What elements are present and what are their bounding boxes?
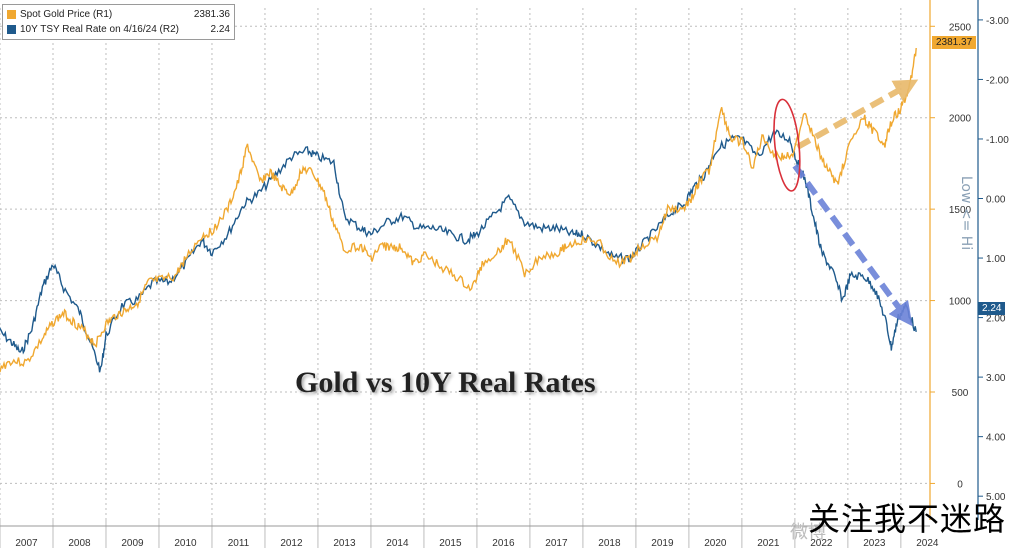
- chart-title: Gold vs 10Y Real Rates: [295, 366, 596, 399]
- legend-item-real-rate: 10Y TSY Real Rate on 4/16/24 (R2) 2.24: [7, 22, 230, 37]
- x-tick-label: 2009: [121, 538, 144, 549]
- left-axis-tick-label: 1500: [949, 205, 972, 216]
- gold-trend-arrow: [796, 79, 919, 150]
- gold-swatch: [7, 10, 16, 19]
- left-axis: 2500 2000 1500 1000 500 0: [929, 0, 972, 520]
- real-rate-trend-arrow: [792, 163, 913, 327]
- legend-real-rate-value: 2.24: [210, 24, 230, 35]
- x-tick-label: 2020: [704, 538, 727, 549]
- gold-last-value-badge: 2381.37: [932, 36, 977, 49]
- right-axis-tick-label: 0.00: [986, 195, 1006, 206]
- gridlines: [0, 8, 930, 520]
- watermark-text: 关注我不迷路: [808, 500, 1007, 538]
- legend: Spot Gold Price (R1) 2381.36 10Y TSY Rea…: [2, 4, 235, 40]
- right-axis: -3.00 -2.00 -1.00 0.00 1.00 2.00 3.00 4.00 5.00: [977, 0, 1009, 520]
- x-tick-label: 2016: [492, 538, 515, 549]
- x-tick-label: 2010: [174, 538, 197, 549]
- highlight-ellipse: [773, 98, 801, 192]
- real-rate-last-value-badge: 2.24: [978, 302, 1006, 315]
- x-tick-label: 2023: [863, 538, 886, 549]
- right-axis-tick-label: -1.00: [986, 135, 1009, 146]
- legend-item-gold: Spot Gold Price (R1) 2381.36: [7, 7, 230, 22]
- left-axis-tick-label: 0: [957, 479, 963, 490]
- x-tick-label: 2007: [15, 538, 38, 549]
- right-axis-tick-label: -2.00: [986, 75, 1009, 86]
- left-axis-tick-label: 1000: [949, 297, 972, 308]
- annotation-layer: [773, 79, 919, 327]
- x-tick-label: 2011: [228, 538, 250, 549]
- x-tick-label: 2008: [68, 538, 91, 549]
- legend-gold-name: Spot Gold Price (R1): [20, 9, 113, 20]
- x-tick-label: 2015: [439, 538, 462, 549]
- x-tick-label: 2022: [810, 538, 833, 549]
- x-tick-label: 2013: [333, 538, 356, 549]
- left-axis-tick-label: 2500: [949, 22, 972, 33]
- x-tick-label: 2012: [280, 538, 303, 549]
- x-tick-label: 2018: [598, 538, 621, 549]
- right-axis-tick-label: 1.00: [986, 254, 1006, 265]
- x-tick-label: 2019: [651, 538, 674, 549]
- legend-gold-value: 2381.36: [193, 9, 230, 20]
- watermark-weibo: 微博: [790, 522, 826, 543]
- x-tick-label: 2021: [757, 538, 780, 549]
- x-tick-label: 2017: [545, 538, 568, 549]
- right-axis-tick-label: 3.00: [986, 373, 1006, 384]
- right-axis-label: Low <= Hi: [957, 175, 974, 251]
- gold-line: [0, 47, 917, 373]
- series-layer: [0, 47, 917, 373]
- left-axis-tick-label: 500: [952, 388, 969, 399]
- x-tick-label: 2014: [386, 538, 409, 549]
- right-axis-tick-label: -3.00: [986, 16, 1009, 27]
- right-axis-tick-label: 5.00: [986, 492, 1006, 503]
- x-tick-label: 2024: [916, 538, 939, 549]
- x-axis: 2007 2008 2009 2010 2011 2012 2013 2014 2015 2016…: [0, 520, 939, 549]
- real-rate-swatch: [7, 25, 16, 34]
- left-axis-tick-label: 2000: [949, 114, 972, 125]
- right-axis-tick-label: 2.00: [986, 314, 1006, 325]
- right-axis-tick-label: 4.00: [986, 433, 1006, 444]
- legend-real-rate-name: 10Y TSY Real Rate on 4/16/24 (R2): [20, 24, 179, 35]
